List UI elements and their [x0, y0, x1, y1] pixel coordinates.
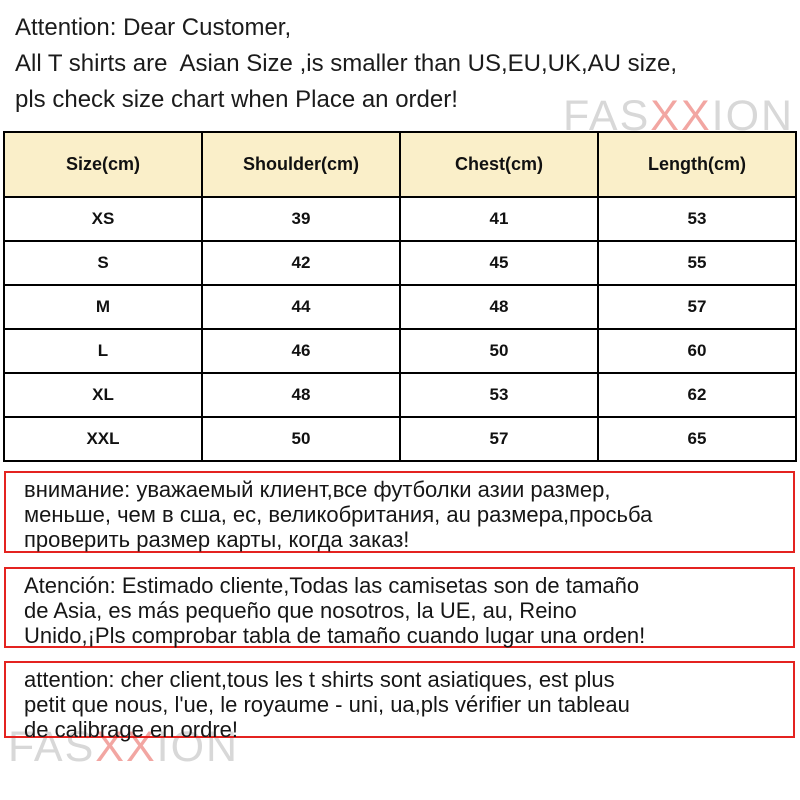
table-row: S 42 45 55 [3, 240, 797, 286]
table-cell: XXL [3, 416, 203, 462]
table-cell: 48 [399, 284, 599, 330]
table-cell: L [3, 328, 203, 374]
notice-line: All T shirts are Asian Size ,is smaller … [15, 50, 678, 77]
attention-notice-english: Attention: Dear Customer, All T shirts a… [15, 10, 677, 118]
table-cell: M [3, 284, 203, 330]
notice-line: Unido,¡Pls comprobar tabla de tamaño cua… [24, 623, 646, 648]
table-cell: 60 [597, 328, 797, 374]
table-cell: 57 [597, 284, 797, 330]
table-cell: 42 [201, 240, 401, 286]
notice-line: внимание: уважаемый клиент,все футболки … [24, 477, 611, 502]
table-row: M 44 48 57 [3, 284, 797, 330]
table-row: XS 39 41 53 [3, 196, 797, 242]
size-table-body: XS 39 41 53 S 42 45 55 M 44 48 57 L 46 5… [3, 196, 797, 462]
table-row: XXL 50 57 65 [3, 416, 797, 462]
table-cell: 62 [597, 372, 797, 418]
table-row: XL 48 53 62 [3, 372, 797, 418]
table-cell: 65 [597, 416, 797, 462]
notice-line: petit que nous, l'ue, le royaume - uni, … [24, 692, 630, 717]
watermark-part-gray: ION [156, 723, 240, 771]
table-cell: 57 [399, 416, 599, 462]
table-cell: 53 [597, 196, 797, 242]
attention-notice-french: attention: cher client,tous les t shirts… [4, 661, 795, 742]
notice-line: проверить размер карты, когда заказ! [24, 527, 410, 552]
table-cell: 44 [201, 284, 401, 330]
table-cell: XL [3, 372, 203, 418]
notice-line: pls check size chart when Place an order… [15, 86, 458, 113]
attention-notice-russian: внимание: уважаемый клиент,все футболки … [4, 471, 795, 553]
column-header-size: Size(cm) [3, 131, 203, 198]
column-header-length: Length(cm) [597, 131, 797, 198]
table-cell: XS [3, 196, 203, 242]
table-cell: 46 [201, 328, 401, 374]
table-cell: 39 [201, 196, 401, 242]
table-row: L 46 50 60 [3, 328, 797, 374]
table-cell: 53 [399, 372, 599, 418]
brand-watermark-bottom: FASXXION [8, 723, 239, 772]
table-cell: 50 [399, 328, 599, 374]
notice-line: de calibrage en ordre! [24, 717, 239, 742]
table-cell: 41 [399, 196, 599, 242]
notice-line: de Asia, es más pequeño que nosotros, la… [24, 598, 577, 623]
column-header-shoulder: Shoulder(cm) [201, 131, 401, 198]
table-cell: S [3, 240, 203, 286]
notice-line: Attention: Dear Customer, [15, 14, 292, 41]
watermark-part-red: XX [95, 723, 157, 771]
table-cell: 45 [399, 240, 599, 286]
attention-notice-spanish: Atención: Estimado cliente,Todas las cam… [4, 567, 795, 648]
size-table: Size(cm) Shoulder(cm) Chest(cm) Length(c… [3, 131, 797, 462]
column-header-chest: Chest(cm) [399, 131, 599, 198]
watermark-part-gray: FAS [8, 723, 96, 771]
table-cell: 48 [201, 372, 401, 418]
notice-line: меньше, чем в сша, ес, великобритания, a… [24, 502, 653, 527]
notice-line: Atención: Estimado cliente,Todas las cam… [24, 573, 640, 598]
table-cell: 55 [597, 240, 797, 286]
size-table-header: Size(cm) Shoulder(cm) Chest(cm) Length(c… [3, 131, 797, 198]
notice-line: attention: cher client,tous les t shirts… [24, 667, 615, 692]
table-cell: 50 [201, 416, 401, 462]
header-row: Size(cm) Shoulder(cm) Chest(cm) Length(c… [3, 131, 797, 198]
